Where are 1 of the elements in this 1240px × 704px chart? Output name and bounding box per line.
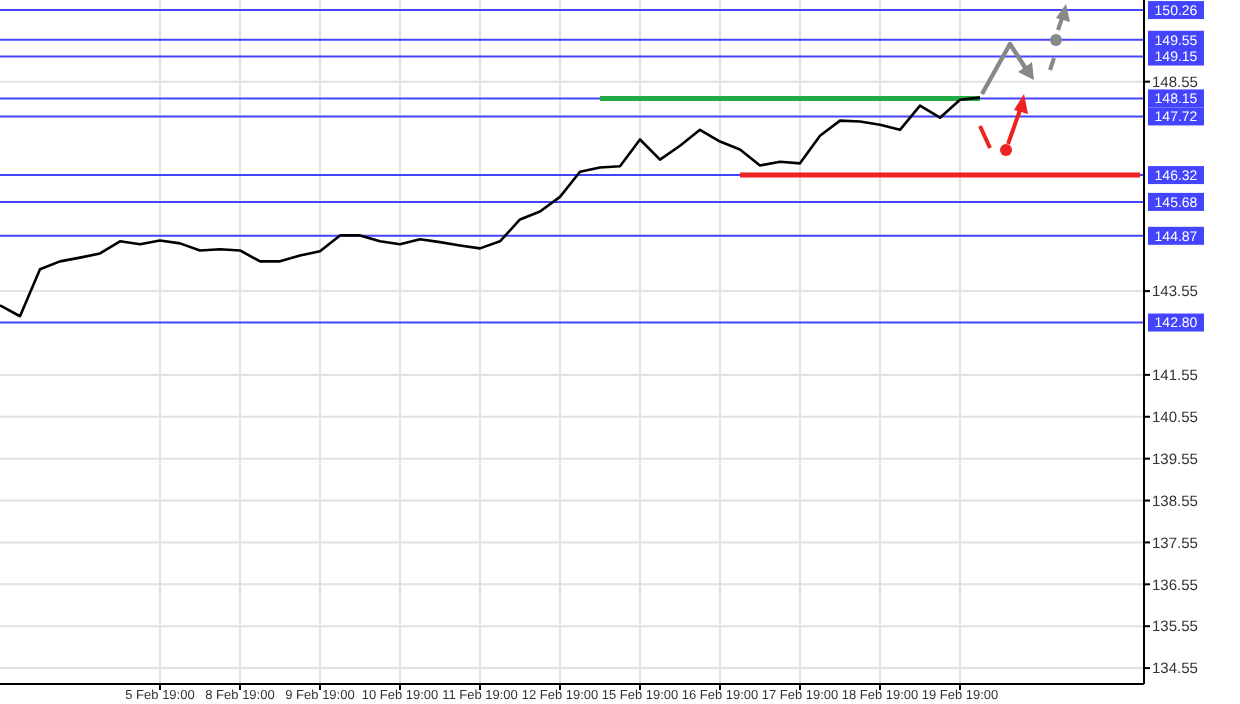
line-series (0, 96, 982, 318)
